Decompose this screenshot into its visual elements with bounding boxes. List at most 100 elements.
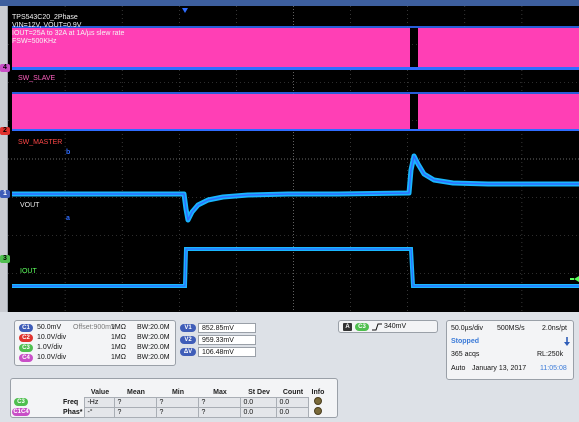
col-stdev: St Dev xyxy=(248,388,270,396)
col-max: Max xyxy=(213,388,227,396)
channel-imp: 1MΩ xyxy=(111,344,126,351)
ch2-marker[interactable]: 2 xyxy=(0,127,10,135)
ch2-baseline xyxy=(12,129,579,131)
resolution: 2.0ns/pt xyxy=(542,325,567,332)
measurement-table: Value Mean Min Max St Dev Count Info Fre… xyxy=(43,388,327,418)
ch3-iout-core xyxy=(12,248,579,287)
title-strip xyxy=(0,0,579,6)
channel-bw: BW:20.0M xyxy=(137,354,170,361)
waveform-canvas xyxy=(8,6,579,312)
channel-chip[interactable]: C2 xyxy=(19,334,33,342)
capture-time: 11:05:08 xyxy=(540,365,567,372)
ch2-top-edge xyxy=(12,92,579,94)
trigger-level: 340mV xyxy=(384,323,407,330)
info-status-icon[interactable] xyxy=(314,407,323,415)
channel-bw: BW:20.0M xyxy=(137,344,170,351)
ch4-marker[interactable]: 4 xyxy=(0,64,10,72)
cursor-value: 959.33mV xyxy=(198,335,256,345)
cursor-chip[interactable]: ΔV xyxy=(180,348,196,356)
trigger-level-tick xyxy=(570,278,574,280)
ch4-switching-band-right xyxy=(418,28,579,68)
ch4-switching-band xyxy=(12,28,410,68)
ch1-vout-trace xyxy=(12,153,579,223)
channel-bw: BW:20.0M xyxy=(137,324,170,331)
channel-bw: BW:20.0M xyxy=(137,334,170,341)
cursor-value: 106.48mV xyxy=(198,347,256,357)
ch4-baseline xyxy=(12,67,579,70)
measurement-value: -Hz xyxy=(84,396,116,408)
channel-offset: Offset:900mV xyxy=(73,324,116,331)
channel-chip[interactable]: C3 xyxy=(19,344,33,352)
measurement-max: ? xyxy=(198,406,242,418)
cursor-value: 852.85mV xyxy=(198,323,256,333)
measurement-mean: ? xyxy=(114,396,158,408)
col-count: Count xyxy=(282,388,304,396)
channel-scale: 10.0V/div xyxy=(37,334,67,341)
ch1-marker[interactable]: 1 xyxy=(0,190,10,198)
col-value: Value xyxy=(90,388,110,396)
vout-label: VOUT xyxy=(20,202,40,209)
info-cell xyxy=(309,407,327,417)
cursor-chip[interactable]: V1 xyxy=(180,324,196,332)
ch3-marker[interactable]: 3 xyxy=(0,255,10,263)
col-mean: Mean xyxy=(127,388,145,396)
info-status-icon[interactable] xyxy=(314,397,323,405)
settings-panel: C1 50.0mV Offset:900mV 1MΩ BW:20.0M C2 10.0V/d… xyxy=(0,312,579,422)
ch1-vout-core xyxy=(12,155,579,221)
measurement-min: ? xyxy=(156,396,200,408)
cursor-chip[interactable]: V2 xyxy=(180,336,196,344)
measurement-value: -° xyxy=(84,406,116,418)
ch3-iout-trace xyxy=(12,247,579,288)
col-min: Min xyxy=(171,388,184,396)
channel-scale: 10.0V/div xyxy=(37,354,67,361)
record-length: RL:250k xyxy=(537,351,564,358)
trigger-source-chip: C3 xyxy=(355,323,369,331)
channel-chip[interactable]: C4 xyxy=(19,354,33,362)
channel-chip[interactable]: C1 xyxy=(19,324,33,332)
trigger-box[interactable]: A C3 340mV xyxy=(338,320,438,333)
timebase-scale: 50.0µs/div xyxy=(451,325,484,332)
channel-imp: 1MΩ xyxy=(111,354,126,361)
ref-b-marker: b xyxy=(66,149,71,156)
info-line-1: TPS543C20_2Phase xyxy=(12,14,78,21)
iout-label: IOUT xyxy=(20,268,37,275)
measurement-mean: ? xyxy=(114,406,158,418)
channel-rail xyxy=(0,6,8,312)
info-cell xyxy=(309,397,327,407)
channel-scale: 50.0mV xyxy=(37,324,62,331)
acq-count: 365 acqs xyxy=(451,351,480,358)
timebase-box[interactable]: 50.0µs/div 500MS/s 2.0ns/pt Stopped 365 … xyxy=(446,320,574,380)
ch2-switching-band xyxy=(12,94,410,130)
capture-date: January 13, 2017 xyxy=(472,365,527,372)
trigger-mode-chip: A xyxy=(343,323,352,331)
trigger-level-marker xyxy=(574,276,579,282)
measurement-stdev: 0.0 xyxy=(240,406,278,418)
info-line-4: FSW=500KHz xyxy=(12,38,57,45)
waveform-display[interactable]: TPS543C20_2Phase VIN=12V, VOUT=0.9V IOUT… xyxy=(8,6,579,312)
measurement-row[interactable]: Freq -Hz??? 0.0 0.0 xyxy=(43,396,327,408)
acq-state: Stopped xyxy=(451,338,479,345)
channel-imp: 1MΩ xyxy=(111,334,126,341)
measurement-name: Phas* xyxy=(63,408,83,416)
ref-a-marker: a xyxy=(66,215,70,222)
measurement-row[interactable]: Phas* -°??? 0.0 0.0 xyxy=(43,406,327,418)
col-info: Info xyxy=(311,389,325,396)
freq-source-chip: C3 xyxy=(14,398,28,406)
channel-settings-box[interactable]: C1 50.0mV Offset:900mV 1MΩ BW:20.0M C2 10.0V/d… xyxy=(14,320,176,366)
measurement-name: Freq xyxy=(63,398,79,406)
cursor-values: V1 852.85mV V2 959.33mV ΔV 106.48mV xyxy=(176,320,258,366)
ch2-switching-band-right xyxy=(418,94,579,130)
measurement-stdev: 0.0 xyxy=(240,396,278,408)
channel-imp: 1MΩ xyxy=(111,324,126,331)
sample-rate: 500MS/s xyxy=(497,325,525,332)
phase-source-chip: C1C4 xyxy=(12,408,30,416)
rising-edge-icon xyxy=(372,323,382,331)
sw-slave-label: SW_SLAVE xyxy=(18,75,56,82)
info-line-3: IOUT=25A to 32A at 1A/µs slew rate xyxy=(12,30,125,37)
measurement-max: ? xyxy=(198,396,242,408)
trigger-run-mode: Auto xyxy=(451,365,466,372)
measurement-min: ? xyxy=(156,406,200,418)
measurement-count: 0.0 xyxy=(276,396,310,408)
info-line-2: VIN=12V, VOUT=0.9V xyxy=(12,22,82,29)
